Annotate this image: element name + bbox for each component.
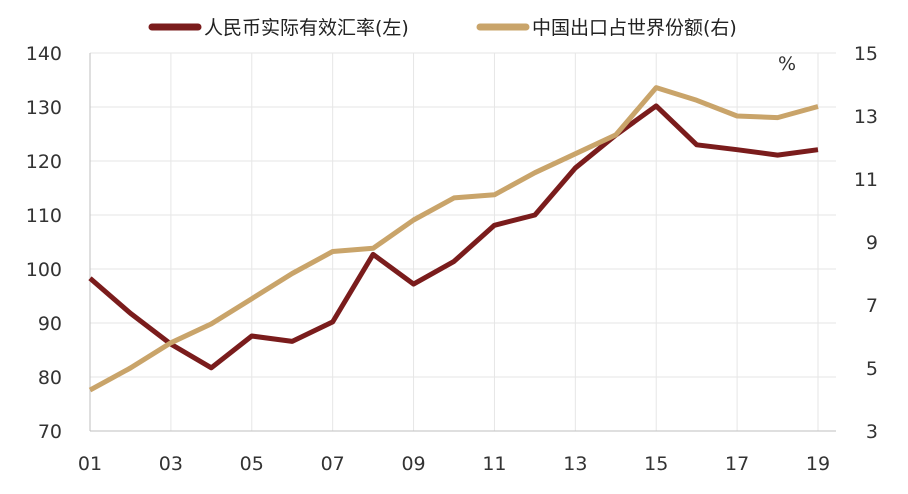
left-tick-label: 70 bbox=[38, 421, 62, 443]
x-tick-label: 07 bbox=[321, 453, 345, 475]
right-tick-label: 3 bbox=[866, 421, 878, 443]
right-axis-unit: % bbox=[778, 53, 796, 75]
x-tick-label: 05 bbox=[240, 453, 264, 475]
series-line-export-share bbox=[88, 85, 819, 393]
x-tick-label: 01 bbox=[78, 453, 102, 475]
x-tick-label: 09 bbox=[401, 453, 425, 475]
series-line-reer bbox=[88, 103, 819, 371]
right-tick-label: 15 bbox=[854, 43, 878, 65]
right-tick-label: 7 bbox=[866, 295, 878, 317]
x-tick-label: 11 bbox=[482, 453, 506, 475]
right-tick-label: 11 bbox=[854, 169, 878, 191]
legend: 人民币实际有效汇率(左) 中国出口占世界份额(右) bbox=[148, 17, 737, 39]
left-axis-ticks: 70 80 90 100 110 120 130 140 bbox=[26, 43, 62, 443]
right-tick-label: 13 bbox=[854, 106, 878, 128]
left-tick-label: 140 bbox=[26, 43, 62, 65]
x-tick-label: 17 bbox=[725, 453, 749, 475]
legend-label: 中国出口占世界份额(右) bbox=[532, 17, 737, 39]
left-tick-label: 90 bbox=[38, 313, 62, 335]
gridlines bbox=[89, 52, 836, 432]
right-tick-label: 5 bbox=[866, 358, 878, 380]
x-tick-label: 03 bbox=[159, 453, 183, 475]
x-axis-ticks: 01 03 05 07 09 11 13 15 17 19 bbox=[78, 453, 830, 475]
left-tick-label: 120 bbox=[26, 151, 62, 173]
left-tick-label: 100 bbox=[26, 259, 62, 281]
legend-label: 人民币实际有效汇率(左) bbox=[204, 17, 409, 39]
axis-lines bbox=[89, 53, 836, 432]
series-layer bbox=[88, 85, 819, 393]
x-tick-label: 13 bbox=[563, 453, 587, 475]
right-tick-label: 9 bbox=[866, 232, 878, 254]
left-tick-label: 80 bbox=[38, 367, 62, 389]
x-tick-label: 15 bbox=[644, 453, 668, 475]
x-tick-label: 19 bbox=[806, 453, 830, 475]
right-axis-ticks: 3 5 7 9 11 13 15 bbox=[854, 43, 878, 443]
left-tick-label: 110 bbox=[26, 205, 62, 227]
left-tick-label: 130 bbox=[26, 97, 62, 119]
